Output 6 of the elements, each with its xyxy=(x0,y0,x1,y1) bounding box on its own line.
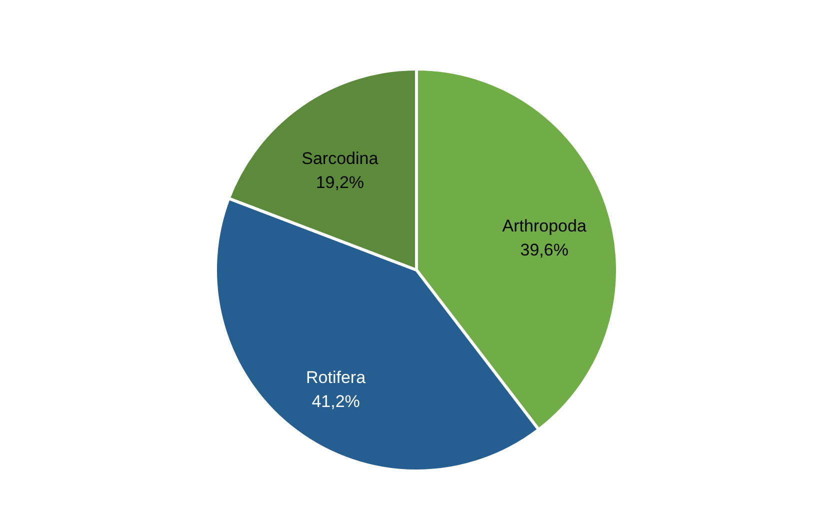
slice-label: Arthropoda xyxy=(502,216,587,236)
slice-label: Rotifera xyxy=(306,368,366,388)
slice-label: Sarcodina xyxy=(302,148,379,168)
data-label: 19,2% xyxy=(316,172,364,192)
data-label: 41,2% xyxy=(312,392,360,412)
data-label: 39,6% xyxy=(520,240,568,260)
